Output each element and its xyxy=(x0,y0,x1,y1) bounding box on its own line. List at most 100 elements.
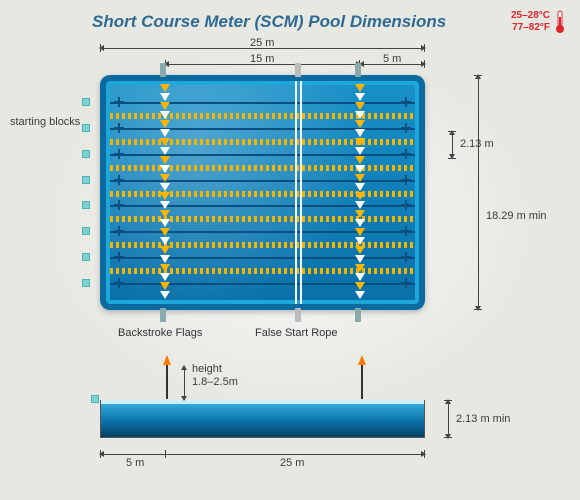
backstroke-flag xyxy=(355,273,365,281)
backstroke-flag xyxy=(355,138,365,146)
lane-rope xyxy=(110,165,415,171)
lane-end-cross xyxy=(114,278,124,288)
lane-end-cross xyxy=(114,123,124,133)
lane-rope xyxy=(110,139,415,145)
lane-line xyxy=(110,128,415,130)
backstroke-flag xyxy=(355,84,365,92)
backstroke-flag xyxy=(160,84,170,92)
false-start-rope xyxy=(300,81,302,304)
starting-block xyxy=(82,227,90,235)
backstroke-flag xyxy=(355,156,365,164)
lane-rope xyxy=(110,191,415,197)
temp-fahrenheit: 77–82°F xyxy=(511,22,550,34)
dim-total-height xyxy=(478,75,479,310)
lane-line xyxy=(110,257,415,259)
lane-end-cross xyxy=(401,123,411,133)
backstroke-flag xyxy=(160,192,170,200)
starting-block xyxy=(82,150,90,158)
dim-depth-label: 2.13 m min xyxy=(456,413,510,425)
backstroke-flag xyxy=(355,102,365,110)
backstroke-flag xyxy=(160,201,170,209)
starting-blocks-label: starting blocks xyxy=(10,116,80,128)
dim-depth xyxy=(448,400,449,438)
dim-height-title: height xyxy=(192,363,222,375)
lane-rope xyxy=(110,242,415,248)
lane-rope xyxy=(110,216,415,222)
temperature-badge: 25–28°C 77–82°F xyxy=(511,10,566,34)
dim-lane-label: 2.13 m xyxy=(460,138,494,150)
lane-end-cross xyxy=(114,252,124,262)
backstroke-flag xyxy=(355,183,365,191)
lane-end-cross xyxy=(401,149,411,159)
starting-block xyxy=(82,253,90,261)
starting-block xyxy=(82,124,90,132)
backstroke-flag xyxy=(160,237,170,245)
lane-line xyxy=(110,102,415,104)
lane-end-cross xyxy=(114,175,124,185)
lane-rope xyxy=(110,113,415,119)
dim-end-label: 5 m xyxy=(383,53,401,65)
starting-block xyxy=(82,176,90,184)
dim-lane-width xyxy=(452,131,453,158)
starting-block xyxy=(82,201,90,209)
backstroke-flag xyxy=(355,246,365,254)
dim-side-total-label: 25 m xyxy=(280,457,304,469)
backstroke-flag xyxy=(355,210,365,218)
backstroke-flag xyxy=(160,246,170,254)
backstroke-flag xyxy=(355,174,365,182)
dim-side-end-label: 5 m xyxy=(126,457,144,469)
side-flag-icon xyxy=(163,355,171,365)
backstroke-flag xyxy=(160,264,170,272)
dim-side-total xyxy=(100,454,425,455)
lane-end-cross xyxy=(114,149,124,159)
backstroke-flag xyxy=(160,273,170,281)
lane-line xyxy=(110,205,415,207)
backstroke-flag xyxy=(355,291,365,299)
dim-pole-height xyxy=(184,366,185,400)
backstroke-flag xyxy=(355,282,365,290)
lane-end-cross xyxy=(114,200,124,210)
pool-side-view xyxy=(100,400,425,438)
backstroke-flag xyxy=(160,102,170,110)
backstroke-flag xyxy=(160,120,170,128)
backstroke-flag xyxy=(355,93,365,101)
thermometer-icon xyxy=(554,10,566,34)
lane-line xyxy=(110,180,415,182)
falsestart-caption: False Start Rope xyxy=(255,327,338,339)
lane-end-cross xyxy=(114,97,124,107)
backstroke-flag xyxy=(355,111,365,119)
lane-end-cross xyxy=(401,226,411,236)
lane-end-cross xyxy=(401,278,411,288)
backstroke-flag xyxy=(355,129,365,137)
backstroke-flag xyxy=(160,291,170,299)
backstroke-flag xyxy=(160,147,170,155)
backstroke-flag xyxy=(160,129,170,137)
lane-end-cross xyxy=(401,175,411,185)
backstroke-caption: Backstroke Flags xyxy=(118,327,202,339)
backstroke-flag xyxy=(160,282,170,290)
starting-block xyxy=(82,98,90,106)
lane-end-cross xyxy=(401,252,411,262)
lane-end-cross xyxy=(401,97,411,107)
backstroke-flag xyxy=(160,111,170,119)
backstroke-flag xyxy=(355,219,365,227)
backstroke-flag xyxy=(355,192,365,200)
false-start-rope xyxy=(295,81,297,304)
lane-rope xyxy=(110,268,415,274)
pool-top-view xyxy=(100,75,425,310)
backstroke-flag xyxy=(160,219,170,227)
lane-line xyxy=(110,154,415,156)
backstroke-flag xyxy=(355,228,365,236)
temp-celsius: 25–28°C xyxy=(511,10,550,22)
backstroke-flag xyxy=(160,255,170,263)
backstroke-flag xyxy=(160,228,170,236)
backstroke-flag xyxy=(160,183,170,191)
side-flag-icon xyxy=(358,355,366,365)
lane-line xyxy=(110,283,415,285)
backstroke-flag xyxy=(160,210,170,218)
lane-end-cross xyxy=(114,226,124,236)
dim-mid-label: 15 m xyxy=(250,53,274,65)
dim-height-range: 1.8–2.5m xyxy=(192,376,238,388)
dim-total-width-label: 25 m xyxy=(250,37,274,49)
backstroke-flag xyxy=(160,93,170,101)
